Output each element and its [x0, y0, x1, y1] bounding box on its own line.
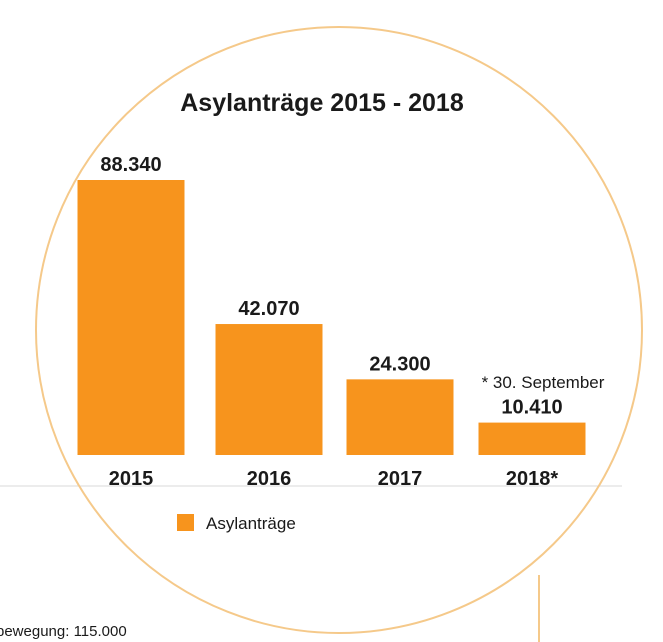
bar-2015	[77, 180, 185, 455]
background-partial-text: bewegung: 115.000	[0, 623, 127, 640]
bar-2016	[215, 324, 323, 455]
value-label-2017: 24.300	[369, 353, 430, 375]
value-label-2015: 88.340	[100, 154, 161, 176]
value-label-2016: 42.070	[238, 298, 299, 320]
footnote-annotation: * 30. September	[482, 373, 605, 392]
decorative-circle	[35, 26, 643, 634]
value-label-2018: 10.410	[501, 397, 562, 419]
category-label-2017: 2017	[378, 468, 423, 490]
bar-2018	[478, 422, 586, 455]
category-label-2016: 2016	[247, 468, 292, 490]
category-label-2015: 2015	[109, 468, 154, 490]
chart-title: Asylanträge 2015 - 2018	[180, 89, 464, 117]
legend: Asylanträge	[177, 514, 296, 533]
category-label-2018: 2018*	[506, 468, 558, 490]
legend-label: Asylanträge	[206, 514, 296, 533]
bar-2017	[346, 379, 454, 455]
value-labels-group: 88.340 42.070 24.300 10.410	[100, 154, 562, 419]
legend-swatch	[177, 514, 194, 531]
category-labels-group: 2015 2016 2017 2018*	[109, 468, 559, 490]
bars-group	[77, 180, 586, 455]
